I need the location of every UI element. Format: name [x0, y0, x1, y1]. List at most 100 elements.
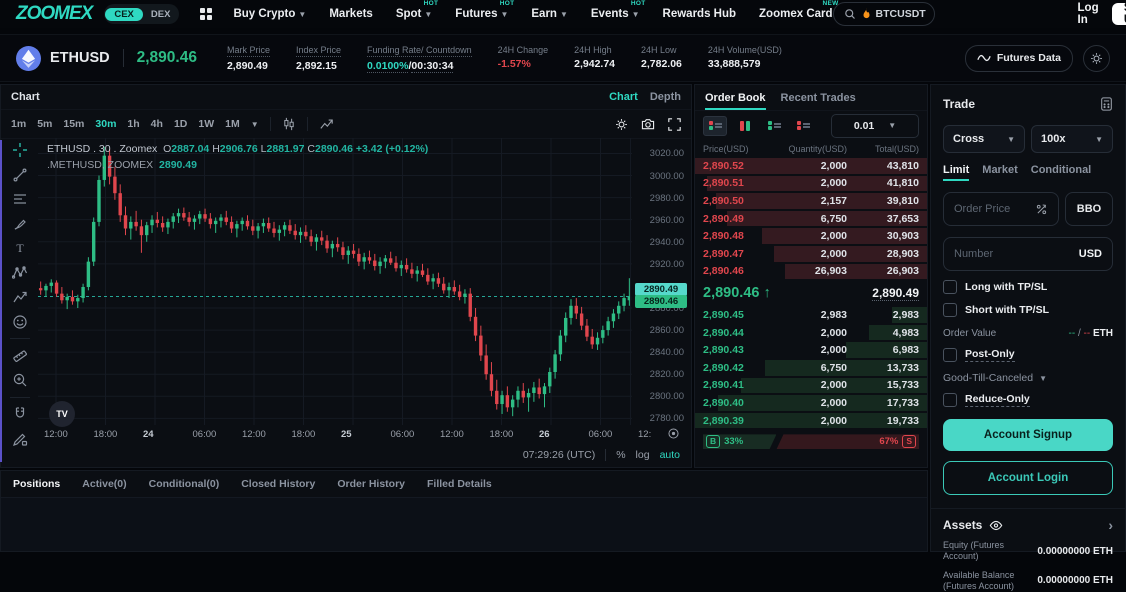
- cex-option[interactable]: CEX: [105, 8, 143, 21]
- horizontal-lines-icon[interactable]: [12, 191, 28, 207]
- tab-recent-trades[interactable]: Recent Trades: [781, 85, 856, 110]
- ticker-symbol[interactable]: ETHUSD: [50, 50, 110, 66]
- layout-bids-icon[interactable]: [763, 117, 785, 135]
- post-only-checkbox[interactable]: [943, 348, 957, 362]
- tab-order-book[interactable]: Order Book: [705, 85, 766, 110]
- candlestick-chart[interactable]: [38, 138, 632, 425]
- tick-size-select[interactable]: 0.01▼: [831, 114, 919, 138]
- tab-positions[interactable]: Positions: [13, 478, 60, 490]
- order-price-input[interactable]: Order Price: [943, 192, 1059, 226]
- last-price-fill-icon[interactable]: [1035, 203, 1048, 216]
- tab-conditional-0[interactable]: Conditional(0): [149, 478, 220, 490]
- tab-depth[interactable]: Depth: [650, 91, 681, 103]
- timeframe-30m[interactable]: 30m: [95, 118, 116, 130]
- chart-clock[interactable]: 07:29:26 (UTC): [523, 449, 595, 461]
- tradingview-logo[interactable]: TV: [49, 401, 75, 427]
- emoji-icon[interactable]: [12, 314, 28, 330]
- crosshair-icon[interactable]: [12, 142, 28, 158]
- tab-market[interactable]: Market: [982, 164, 1017, 181]
- nav-item-buy-crypto[interactable]: Buy Crypto▼: [233, 8, 306, 20]
- timeframe-5m[interactable]: 5m: [37, 118, 52, 130]
- zoom-in-icon[interactable]: [12, 372, 28, 388]
- nav-item-earn[interactable]: Earn▼: [531, 8, 568, 20]
- bbo-button[interactable]: BBO: [1065, 192, 1113, 226]
- timeframe-1M[interactable]: 1M: [225, 118, 240, 130]
- tab-limit[interactable]: Limit: [943, 164, 969, 181]
- percent-scale-toggle[interactable]: %: [616, 449, 625, 461]
- timeframe-4h[interactable]: 4h: [151, 118, 163, 130]
- log-scale-toggle[interactable]: log: [636, 449, 650, 461]
- nav-item-events[interactable]: Events▼HOT: [591, 8, 640, 20]
- leverage-select[interactable]: 100x▼: [1031, 125, 1113, 153]
- futures-data-button[interactable]: Futures Data: [965, 45, 1073, 72]
- forecast-icon[interactable]: [12, 289, 28, 305]
- ticker-settings-gear-icon[interactable]: [1083, 45, 1110, 72]
- quantity-input[interactable]: Number USD: [943, 237, 1113, 271]
- auto-scale-toggle[interactable]: auto: [660, 449, 680, 461]
- timezone-target-icon[interactable]: [667, 427, 680, 440]
- draw-lock-icon[interactable]: [12, 431, 28, 447]
- layout-split-icon[interactable]: [734, 117, 756, 135]
- candle-style-icon[interactable]: [282, 117, 296, 131]
- tab-order-history[interactable]: Order History: [337, 478, 405, 490]
- account-login-button[interactable]: Account Login: [943, 461, 1113, 495]
- timeframe-15m[interactable]: 15m: [63, 118, 84, 130]
- calculator-icon[interactable]: [1100, 97, 1113, 111]
- tab-closed-history[interactable]: Closed History: [241, 478, 315, 490]
- reduce-only-checkbox[interactable]: [943, 393, 957, 407]
- login-link[interactable]: Log In: [1078, 2, 1099, 26]
- timeframe-1W[interactable]: 1W: [198, 118, 214, 130]
- xabcd-pattern-icon[interactable]: [12, 265, 28, 281]
- zoomex-logo[interactable]: ZOOMEX: [16, 3, 92, 25]
- eye-icon[interactable]: [989, 520, 1003, 531]
- timeframe-1D[interactable]: 1D: [174, 118, 187, 130]
- mid-price-row[interactable]: 2,890.46 ↑ 2,890.49: [695, 280, 927, 306]
- trend-line-icon[interactable]: [12, 167, 28, 183]
- tab-active-0[interactable]: Active(0): [82, 478, 126, 490]
- chart-settings-gear-icon[interactable]: [615, 118, 628, 131]
- brush-icon[interactable]: [12, 216, 28, 232]
- tab-filled-details[interactable]: Filled Details: [427, 478, 492, 490]
- margin-mode-select[interactable]: Cross▼: [943, 125, 1025, 153]
- apps-grid-icon[interactable]: [199, 7, 213, 21]
- tab-chart[interactable]: Chart: [609, 91, 638, 103]
- assets-chevron-right-icon[interactable]: ›: [1108, 517, 1113, 533]
- tab-conditional[interactable]: Conditional: [1031, 164, 1092, 181]
- snapshot-camera-icon[interactable]: [641, 118, 655, 130]
- nav-item-spot[interactable]: Spot▼HOT: [396, 8, 432, 20]
- cex-dex-toggle[interactable]: CEX DEX: [104, 4, 179, 24]
- ruler-icon[interactable]: [12, 348, 28, 364]
- long-tpsl-checkbox[interactable]: [943, 280, 957, 294]
- nav-item-rewards-hub[interactable]: Rewards Hub: [663, 8, 737, 20]
- signup-button[interactable]: Sign Up: [1112, 3, 1126, 25]
- short-tpsl-checkbox[interactable]: [943, 303, 957, 317]
- account-signup-button[interactable]: Account Signup: [943, 419, 1113, 451]
- timeframe-more-caret-icon[interactable]: ▼: [251, 120, 259, 129]
- nav-item-futures[interactable]: Futures▼HOT: [455, 8, 508, 20]
- fullscreen-icon[interactable]: [668, 118, 681, 131]
- dex-option[interactable]: DEX: [143, 8, 179, 21]
- nav-item-markets[interactable]: Markets: [329, 8, 372, 20]
- indicators-icon[interactable]: [319, 117, 334, 131]
- layout-asks-icon[interactable]: [792, 117, 814, 135]
- timeframe-1h[interactable]: 1h: [127, 118, 139, 130]
- search-input[interactable]: BTCUSDT: [833, 2, 935, 26]
- text-icon[interactable]: T: [12, 240, 28, 256]
